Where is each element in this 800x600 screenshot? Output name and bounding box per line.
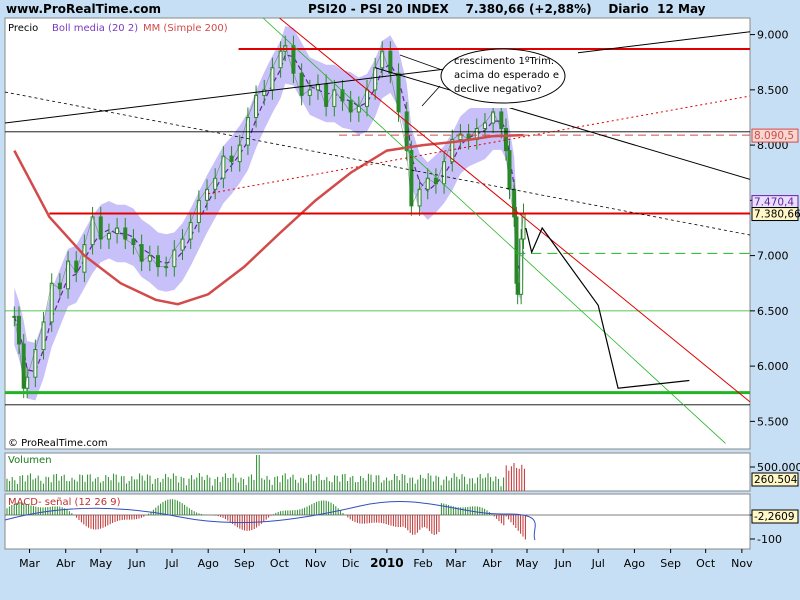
date: 12 May — [657, 2, 706, 16]
volume-label: Volumen — [8, 455, 52, 466]
volume-badge-box — [751, 472, 799, 487]
x-tick-label: May — [89, 557, 112, 570]
x-tick-label: Dic — [342, 557, 360, 570]
last-price: 7.380,66 — [465, 2, 525, 16]
price-badge: 7.470,4 — [754, 197, 794, 209]
x-tick-label: Jul — [591, 557, 605, 570]
volume-tick-label: 500.000 — [757, 461, 800, 474]
candle-body — [17, 315, 22, 345]
candle-body — [409, 150, 414, 207]
price-badge: 8.090,5 — [754, 130, 794, 142]
x-tick-label: Mar — [445, 557, 466, 570]
x-tick-label: Abr — [56, 557, 76, 570]
y-tick-label: 8.500 — [757, 84, 789, 97]
projection-path — [525, 226, 690, 389]
x-tick-label: Nov — [305, 557, 327, 570]
candle-body — [21, 343, 26, 389]
trend-line-red-dotted — [208, 95, 750, 195]
x-tick-label: Jul — [164, 557, 178, 570]
annotation-line: crescimento 1ºTrim. — [454, 56, 554, 67]
candle-body — [507, 150, 512, 190]
volume-panel — [4, 452, 751, 492]
x-tick-label: 2010 — [370, 556, 403, 570]
candle-body — [25, 376, 30, 389]
x-tick-label: Jun — [554, 557, 572, 570]
y-tick-label: 7.000 — [757, 250, 789, 263]
price-badge-box — [751, 207, 799, 222]
macd-badge-box — [751, 509, 799, 524]
x-tick-label: Ago — [624, 557, 646, 570]
x-tick-label: Sep — [660, 557, 681, 570]
legend-entry: Precio — [8, 23, 38, 34]
trend-line-green-down — [262, 18, 726, 444]
period: Diario — [608, 2, 649, 16]
x-tick-label: Nov — [731, 557, 753, 570]
quote-line: PSI20 - PSI 20 INDEX 7.380,66 (+2,88%) D… — [308, 2, 706, 16]
chart-header: www.ProRealTime.com PSI20 - PSI 20 INDEX… — [0, 0, 800, 18]
x-tick-label: Feb — [413, 557, 432, 570]
y-tick-label: 6.000 — [757, 360, 789, 373]
y-tick-label: 6.500 — [757, 305, 789, 318]
macd-badge: -2,2609 — [754, 511, 795, 523]
x-tick-label: Jun — [127, 557, 145, 570]
x-tick-label: May — [516, 557, 539, 570]
trend-line-red-down — [279, 18, 750, 403]
annotation-line: acima do esperado e — [454, 70, 559, 81]
y-tick-label: 5.500 — [757, 415, 789, 428]
annotation-arrow — [421, 85, 441, 107]
trend-line-dotted — [5, 91, 750, 236]
macd-tick-label: -100 — [757, 533, 782, 546]
macd-label: MACD- señal (12 26 9) — [8, 497, 121, 508]
price-change: (+2,88%) — [528, 2, 592, 16]
price-badge-box — [751, 128, 799, 143]
annotation-pointer — [399, 54, 443, 71]
x-tick-label: Mar — [19, 557, 40, 570]
annotation-line: declive negativo? — [454, 84, 542, 95]
watermark: © ProRealTime.com — [8, 438, 108, 449]
macd-line — [4, 500, 536, 541]
mm200-line — [13, 133, 524, 306]
x-tick-label: Oct — [696, 557, 716, 570]
legend-entry: MM (Simple 200) — [143, 23, 228, 34]
instrument-name: PSI20 - PSI 20 INDEX — [308, 2, 449, 16]
candle-body — [519, 238, 524, 295]
annotation-bubble — [440, 48, 566, 104]
y-tick-label: 9.000 — [757, 29, 789, 42]
legend-entry: Boll media (20 2) — [52, 23, 138, 34]
x-tick-label: Oct — [270, 557, 290, 570]
price-plot — [5, 18, 750, 444]
site-name[interactable]: www.ProRealTime.com — [6, 2, 161, 16]
volume-badge: 260.504 — [754, 474, 798, 486]
price-badge: 7.380,66 — [754, 209, 800, 221]
trend-line-black-down — [375, 67, 750, 180]
x-tick-label: Ago — [198, 557, 220, 570]
trend-line-upper — [5, 31, 750, 124]
x-tick-label: Sep — [234, 557, 255, 570]
x-tick-label: Abr — [482, 557, 502, 570]
